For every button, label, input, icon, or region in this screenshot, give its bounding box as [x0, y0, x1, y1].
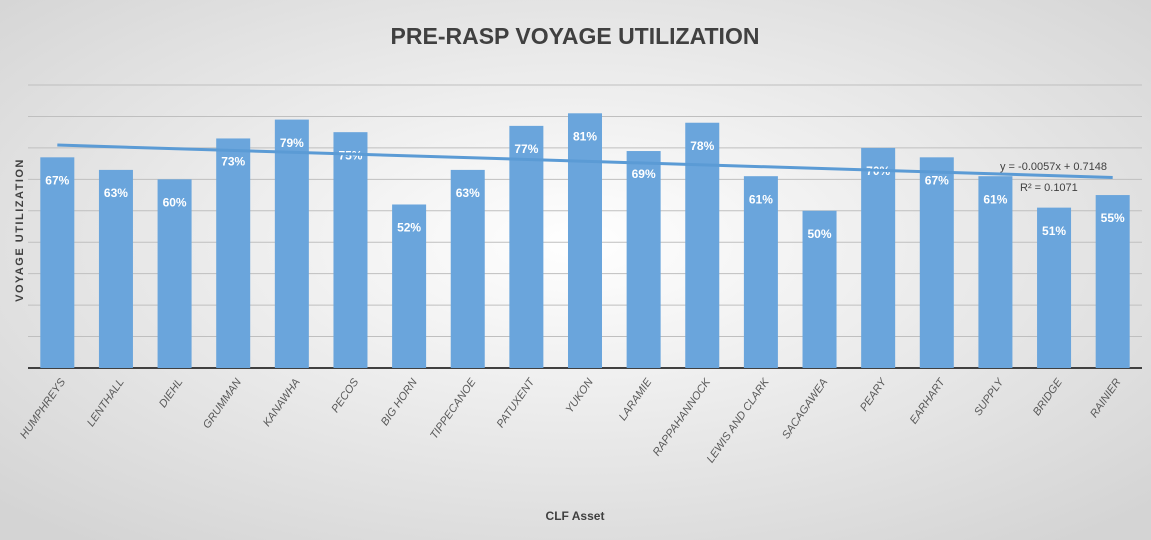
value-label: 69% [632, 167, 656, 181]
bar [450, 169, 485, 368]
x-axis-label: CLF Asset [546, 509, 605, 523]
bar [392, 204, 427, 368]
value-label: 50% [808, 227, 832, 241]
bar [40, 157, 75, 368]
bar [216, 138, 251, 368]
bar [1037, 207, 1072, 368]
value-label: 77% [514, 142, 538, 156]
value-label: 61% [749, 192, 773, 206]
bar [978, 176, 1013, 368]
bar [567, 113, 603, 368]
bar [802, 210, 837, 368]
value-label: 51% [1042, 224, 1066, 238]
trendline-r-squared: R² = 0.1071 [1020, 182, 1078, 194]
bar [626, 151, 661, 368]
bar [861, 147, 896, 368]
value-label: 52% [397, 221, 421, 235]
bar [98, 169, 133, 368]
trendline-equation: y = -0.0057x + 0.7148 [1000, 161, 1107, 173]
value-label: 61% [983, 192, 1007, 206]
bar [509, 125, 544, 368]
value-label: 67% [45, 173, 69, 187]
value-label: 78% [690, 139, 714, 153]
trendline [57, 143, 1113, 179]
value-label: 67% [925, 173, 949, 187]
value-label: 73% [221, 155, 245, 169]
chart-title: PRE-RASP VOYAGE UTILIZATION [391, 23, 760, 49]
value-label: 55% [1101, 211, 1125, 225]
value-label: 81% [573, 129, 597, 143]
value-label: 60% [163, 196, 187, 210]
value-label: 63% [104, 186, 128, 200]
bar [919, 157, 954, 368]
bar [333, 132, 368, 368]
bar [1095, 195, 1130, 368]
bar [274, 119, 309, 368]
value-label: 79% [280, 136, 304, 150]
bar [157, 179, 192, 368]
y-axis-label: VOYAGE UTILIZATION [14, 158, 26, 302]
value-label: 63% [456, 186, 480, 200]
bar [743, 176, 778, 368]
bar [685, 122, 720, 368]
